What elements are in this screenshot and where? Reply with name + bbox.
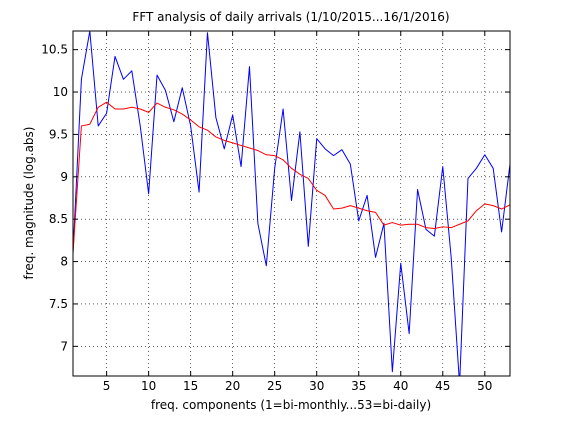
x-axis-label: freq. components (1=bi-monthly...53=bi-d… — [151, 398, 431, 412]
y-tick-label: 9 — [60, 170, 68, 184]
x-tick-label: 5 — [103, 379, 111, 393]
y-tick-label: 10.5 — [41, 43, 68, 57]
x-tick-label: 10 — [141, 379, 156, 393]
series-line-blue — [73, 31, 510, 376]
chart-title: FFT analysis of daily arrivals (1/10/201… — [132, 10, 449, 24]
y-axis-label: freq. magnitude (log.abs) — [22, 127, 36, 280]
x-tick-label: 35 — [351, 379, 366, 393]
series-line-red — [73, 101, 510, 254]
series-layer — [73, 31, 510, 376]
x-tick-label: 45 — [435, 379, 450, 393]
y-tick-label: 8 — [60, 255, 68, 269]
x-tick-label: 20 — [225, 379, 240, 393]
plot-frame — [72, 30, 511, 377]
x-tick-label: 30 — [309, 379, 324, 393]
x-tick-label: 15 — [183, 379, 198, 393]
y-tick-label: 9.5 — [49, 127, 68, 141]
y-tick-label: 7 — [60, 339, 68, 353]
y-tick-label: 10 — [53, 85, 68, 99]
y-tick-label: 7.5 — [49, 297, 68, 311]
x-tick-label: 25 — [267, 379, 282, 393]
x-tick-label: 40 — [393, 379, 408, 393]
y-tick-label: 8.5 — [49, 212, 68, 226]
plot-area — [73, 31, 510, 376]
x-tick-label: 50 — [477, 379, 492, 393]
axis-ticks: 5 10 15 20 25 30 35 40 45 50 7 7.5 8 8.5 9 9.5 10 10.5 — [41, 31, 510, 393]
